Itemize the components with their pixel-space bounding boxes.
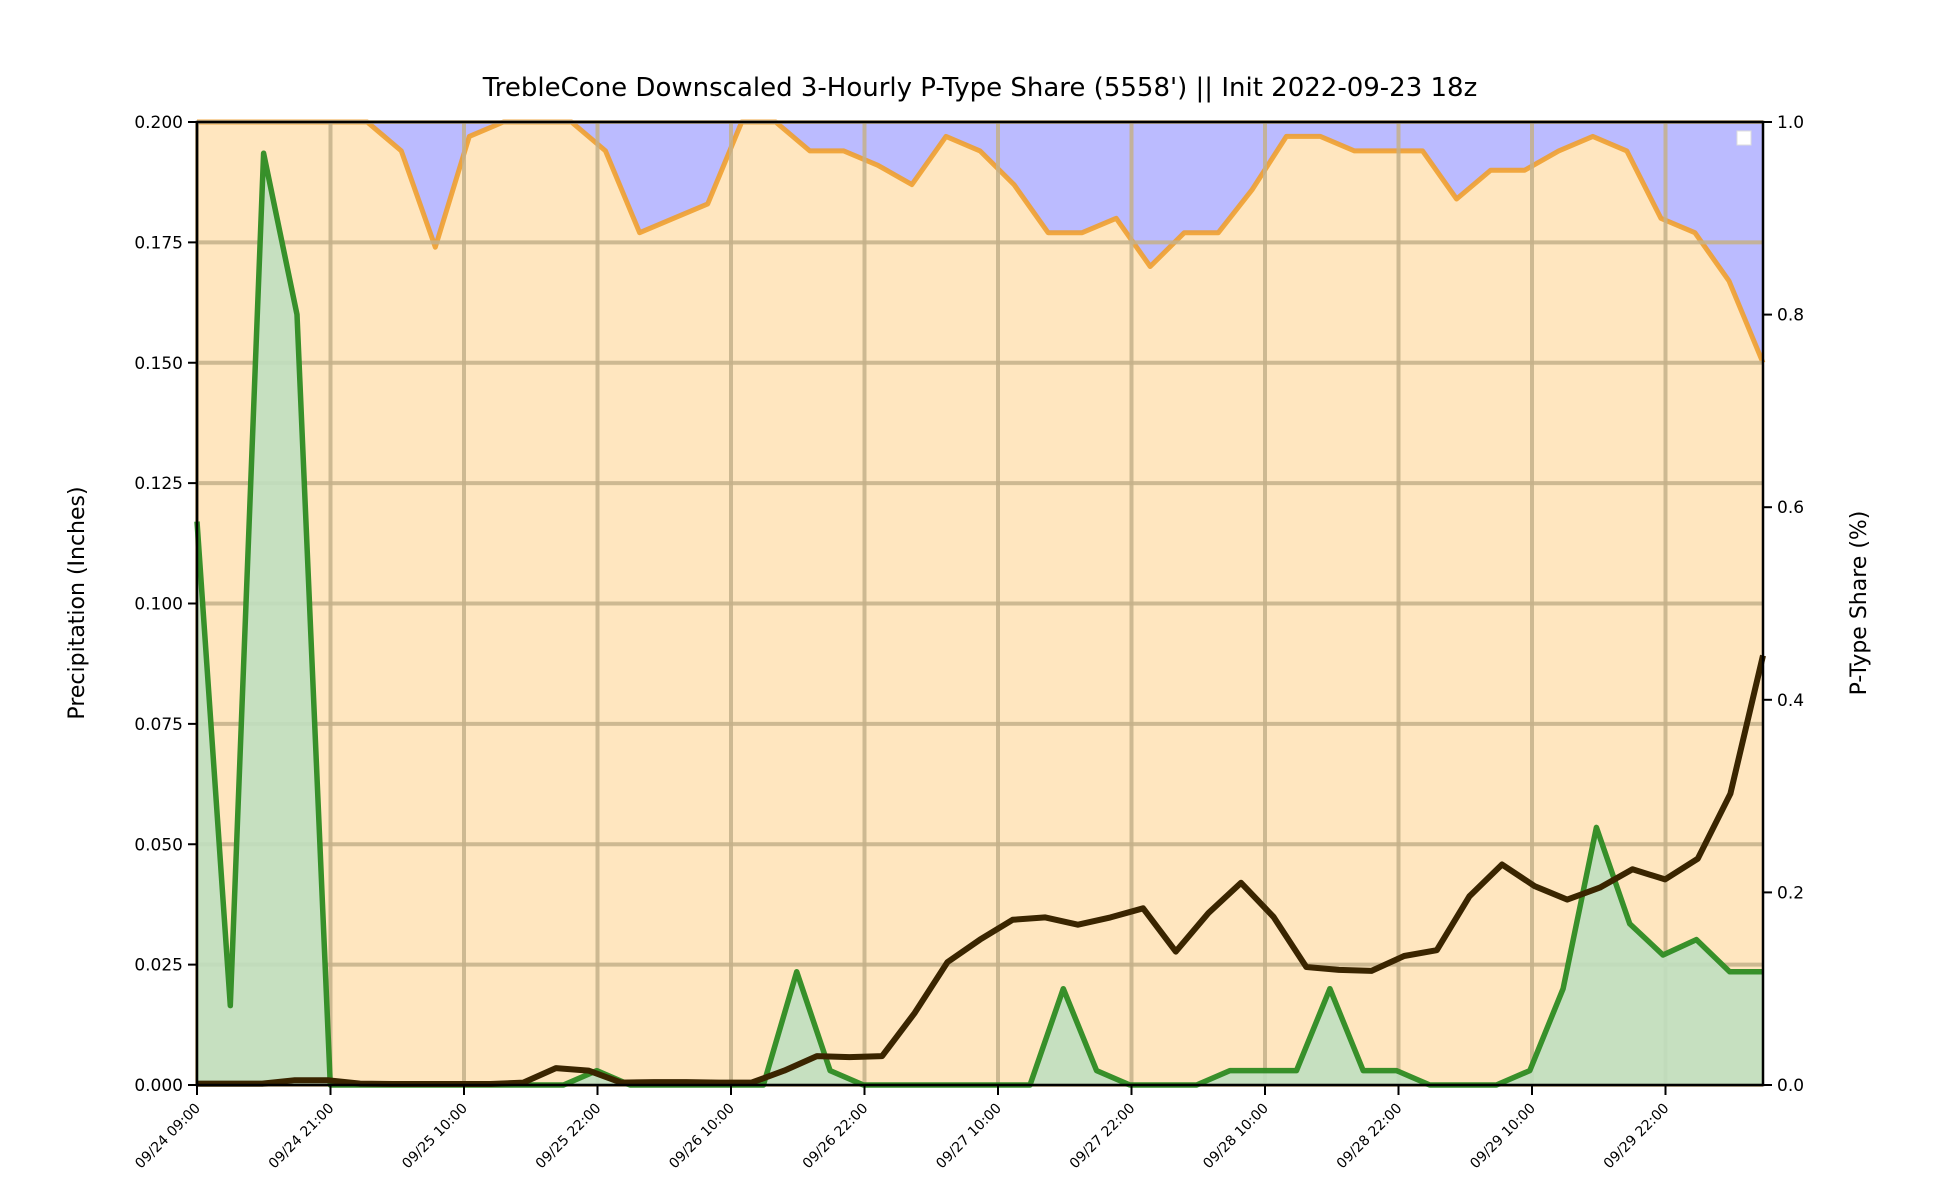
y-right-tick-label: 0.8 <box>1777 306 1804 326</box>
y-axis-label: Precipitation (Inches) <box>65 486 90 719</box>
left-axis: 0.000 0.025 0.050 0.075 0.100 0.125 0.150 0.175… <box>134 113 197 1096</box>
y-right-tick-label: 0.2 <box>1777 883 1804 903</box>
share-layer <box>197 119 1766 364</box>
snow-share-line <box>197 119 1766 364</box>
y-tick-label: 0.100 <box>134 595 183 615</box>
chart-title: TrebleCone Downscaled 3-Hourly P-Type Sh… <box>482 73 1478 103</box>
y-tick-label: 0.025 <box>134 956 183 976</box>
y-tick-label: 0.175 <box>134 233 183 253</box>
grid-layer <box>195 120 1763 1087</box>
y-tick-label: 0.075 <box>134 715 183 735</box>
y-right-tick-label: 0.0 <box>1777 1076 1804 1096</box>
precip-area <box>197 153 1763 1086</box>
y-axis-right-label: P-Type Share (%) <box>1847 511 1872 696</box>
legend-box <box>1736 130 1752 146</box>
y-right-tick-label: 0.4 <box>1777 691 1804 711</box>
y-tick-label: 0.150 <box>134 354 183 374</box>
y-tick-label: 0.000 <box>134 1076 183 1096</box>
y-tick-label: 0.125 <box>134 474 183 494</box>
y-tick-label: 0.050 <box>134 835 183 855</box>
y-right-tick-label: 1.0 <box>1777 113 1804 133</box>
y-tick-label: 0.200 <box>134 113 183 133</box>
right-axis: 0.0 0.2 0.4 0.6 0.8 1.0 <box>1763 113 1804 1096</box>
y-right-tick-label: 0.6 <box>1777 498 1804 518</box>
